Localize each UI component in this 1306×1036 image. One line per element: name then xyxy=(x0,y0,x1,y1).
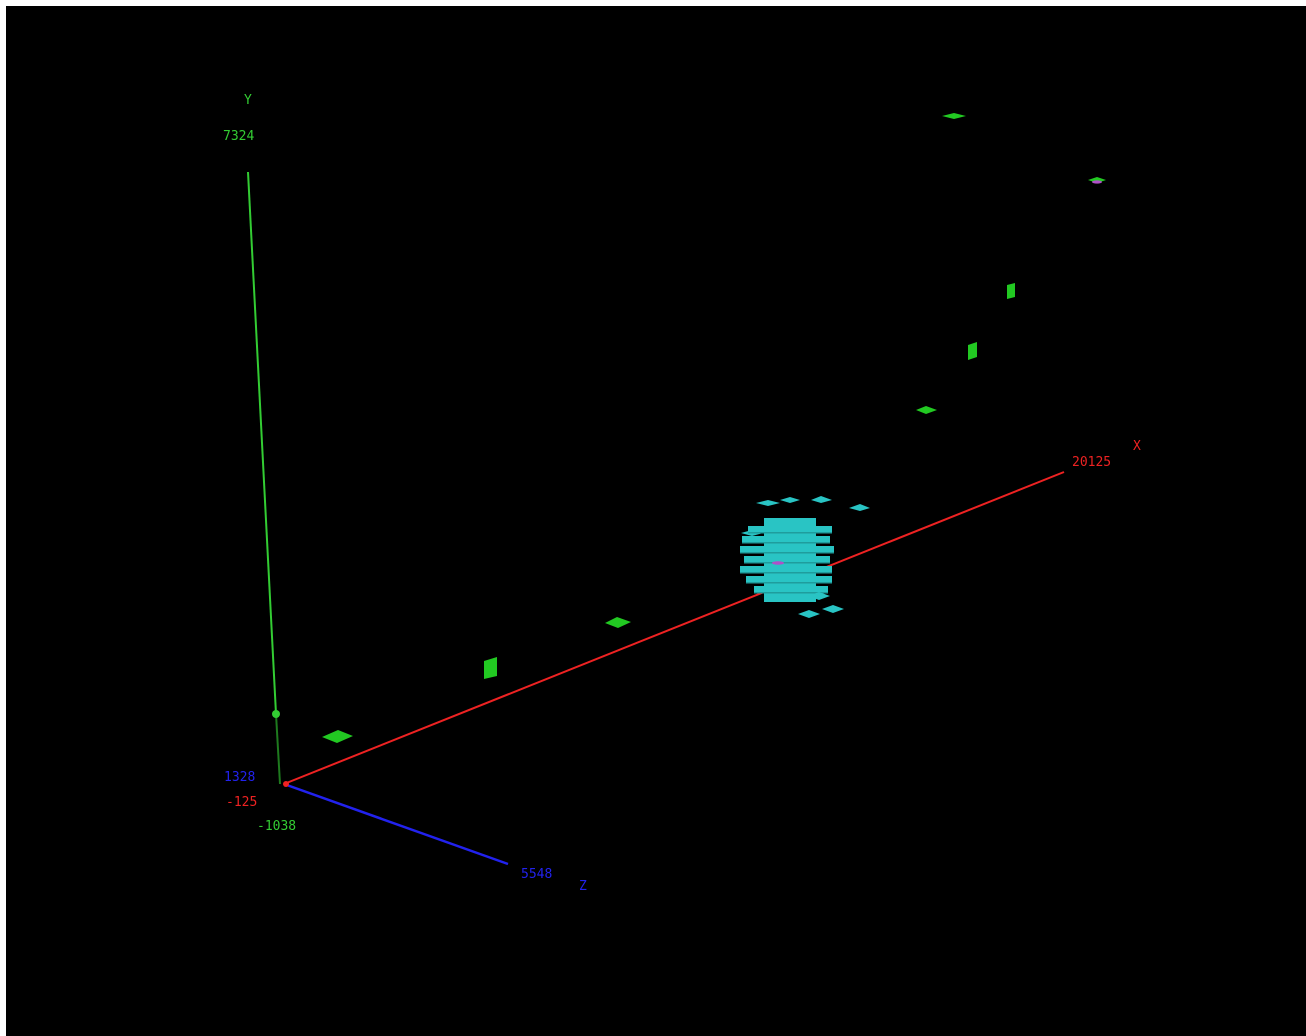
green-object[interactable] xyxy=(322,730,353,743)
cyan-fin xyxy=(748,526,832,533)
green-object[interactable] xyxy=(942,113,966,119)
cyan-object xyxy=(849,504,870,511)
x-axis-name: X xyxy=(1133,439,1141,454)
y-axis-min-label: -1038 xyxy=(257,819,296,834)
z-axis-min-label: 1328 xyxy=(224,770,255,785)
3d-viewport[interactable]: Y 7324 X 20125 1328 -125 -1038 5548 Z xyxy=(6,6,1306,1036)
x-axis-max-label: 20125 xyxy=(1072,455,1111,470)
x-axis-line xyxy=(284,472,1064,784)
green-object[interactable] xyxy=(484,657,497,679)
cyan-object xyxy=(780,497,800,503)
cyan-fin xyxy=(754,586,828,593)
green-object[interactable] xyxy=(968,342,977,360)
y-axis-max-label: 7324 xyxy=(223,129,254,144)
cyan-object xyxy=(756,500,780,506)
cyan-object xyxy=(811,496,832,503)
green-objects xyxy=(322,113,1106,743)
y-axis-name: Y xyxy=(244,93,252,108)
magenta-marker xyxy=(772,561,784,565)
y-axis-line xyxy=(248,172,276,714)
green-object[interactable] xyxy=(605,617,631,628)
cyan-object xyxy=(822,605,844,613)
magenta-marker xyxy=(1092,180,1102,183)
z-axis-max-label: 5548 xyxy=(521,867,552,882)
origin-marker xyxy=(283,781,289,787)
cyan-fin xyxy=(746,576,832,583)
y-axis-marker xyxy=(272,710,280,718)
cyan-fin xyxy=(740,566,832,573)
cyan-fin xyxy=(744,556,830,563)
cyan-fin xyxy=(742,536,830,543)
cyan-fin xyxy=(740,546,834,553)
green-object[interactable] xyxy=(916,406,937,414)
y-axis-lower-segment xyxy=(276,714,280,784)
scene-canvas[interactable]: Y 7324 X 20125 1328 -125 -1038 5548 Z xyxy=(6,6,1306,1036)
z-axis-line xyxy=(284,784,508,864)
green-object[interactable] xyxy=(1007,283,1015,299)
x-axis-min-label: -125 xyxy=(226,795,257,810)
cyan-object xyxy=(798,610,820,618)
z-axis-name: Z xyxy=(579,879,587,894)
